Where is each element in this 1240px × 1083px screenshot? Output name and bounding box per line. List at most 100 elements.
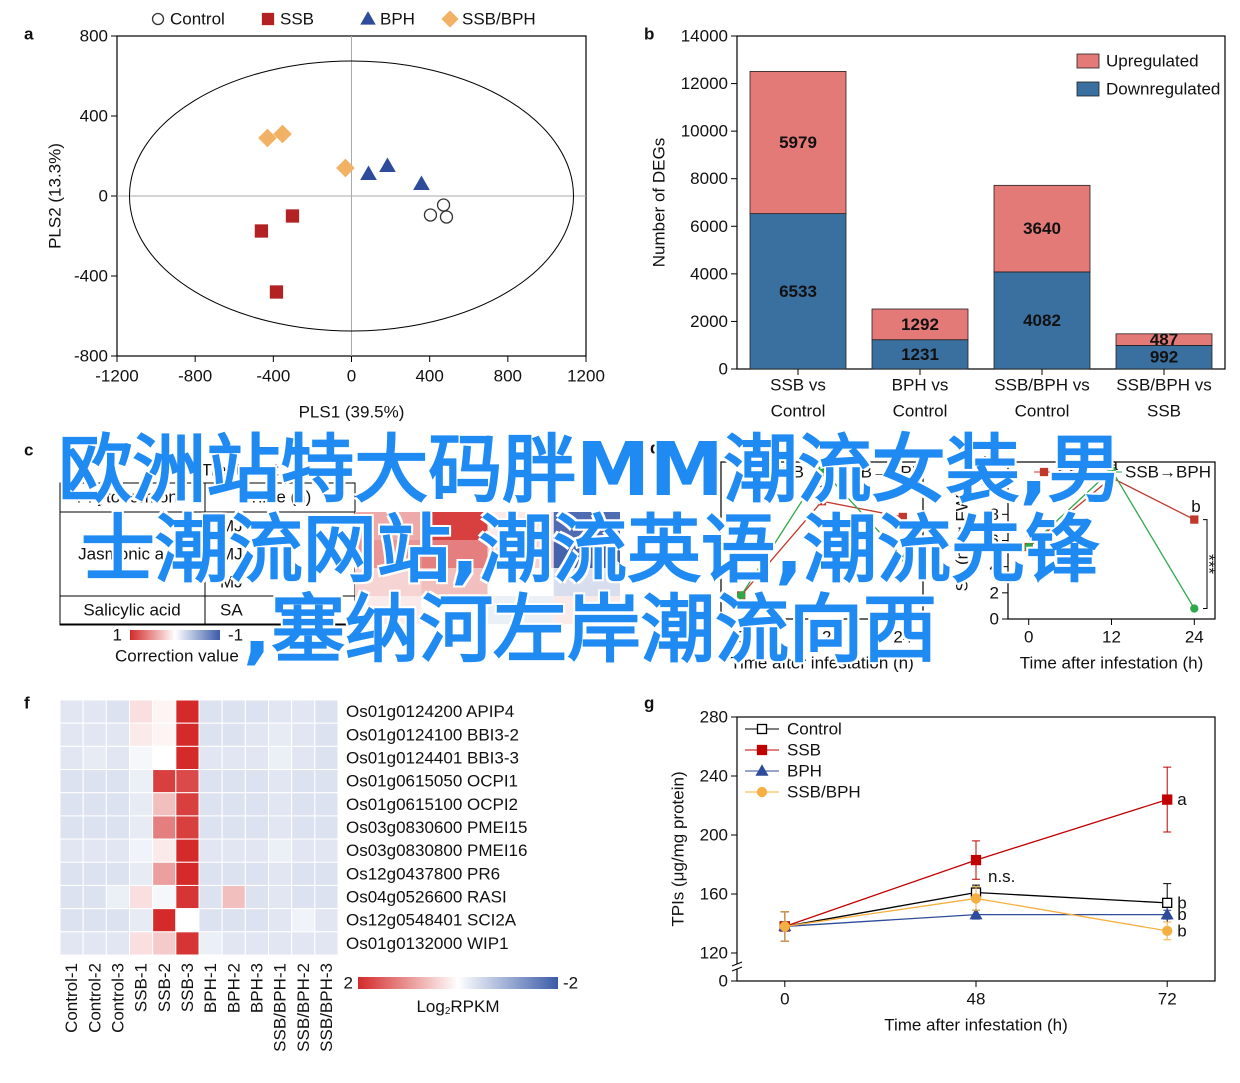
marker xyxy=(970,854,982,866)
heat-cell xyxy=(152,792,177,817)
y-axis-label: TPIs (μg/mg protein) xyxy=(669,771,688,926)
heat-cell xyxy=(291,908,316,933)
table-group: Jasmonic acid xyxy=(78,545,186,564)
y-tick-label: 0 xyxy=(990,610,999,629)
heat-cell xyxy=(291,838,316,863)
heat-cell xyxy=(553,540,620,568)
bar-value-label: 5979 xyxy=(779,133,817,152)
point-label: a xyxy=(819,479,829,498)
heat-cell xyxy=(59,815,84,840)
bar-value-label: 3640 xyxy=(1023,219,1061,238)
heat-cell xyxy=(105,815,131,840)
heat-cell xyxy=(82,884,107,910)
x-tick-label: -400 xyxy=(256,367,290,386)
heat-cell xyxy=(82,861,107,886)
heat-cell xyxy=(82,745,107,771)
y-tick-label: 4000 xyxy=(690,264,728,283)
heat-cell xyxy=(244,908,269,933)
legend-marker xyxy=(151,12,165,26)
heat-cell xyxy=(221,861,246,886)
heat-cell xyxy=(82,931,107,956)
legend-marker xyxy=(820,467,830,477)
y-tick-label: 12 xyxy=(980,453,999,472)
heat-cell xyxy=(314,884,339,910)
heat-cell xyxy=(268,722,293,747)
colorbar-tick-label: 2 xyxy=(344,974,353,993)
x-axis-label: Time after infestation (h) xyxy=(730,654,914,673)
heat-cell xyxy=(105,699,131,724)
heat-cell xyxy=(198,908,223,933)
point-label: a xyxy=(1109,455,1119,474)
row-label: Os12g0437800 PR6 xyxy=(346,864,500,883)
annotation: n.s. xyxy=(988,867,1015,886)
y-tick-label: 0 xyxy=(99,187,108,206)
x-tick-label: 24 xyxy=(893,628,912,647)
heat-cell xyxy=(105,792,131,817)
colorbar-label-part: 2 xyxy=(445,1006,451,1017)
heat-cell xyxy=(314,769,339,794)
heat-cell xyxy=(152,745,177,771)
point-label: b xyxy=(1177,921,1186,940)
heat-cell xyxy=(105,769,131,794)
marker xyxy=(737,591,746,600)
heat-cell xyxy=(129,861,154,886)
heat-cell xyxy=(175,722,200,747)
panel-label: g xyxy=(644,694,654,713)
panel-label: d xyxy=(650,439,660,458)
heat-cell xyxy=(59,745,84,771)
legend-marker xyxy=(1039,467,1049,477)
heat-cell xyxy=(152,722,177,747)
heat-cell xyxy=(244,792,269,817)
row-label: Os01g0615050 OCPI1 xyxy=(346,772,518,791)
legend-label: BPH xyxy=(380,10,415,29)
heat-cell xyxy=(82,838,107,863)
y-tick-label: -800 xyxy=(74,347,108,366)
y-tick-label: 240 xyxy=(700,767,728,786)
column-label: SSB-1 xyxy=(132,963,151,1012)
y-tick-label: 8 xyxy=(990,505,999,524)
y-tick-label: 10 xyxy=(980,479,999,498)
heat-cell xyxy=(221,769,246,794)
heat-cell xyxy=(175,908,200,933)
heat-cell xyxy=(175,884,200,910)
heat-cell xyxy=(175,931,200,956)
row-label: Os12g0548401 SCI2A xyxy=(346,911,517,930)
heat-cell xyxy=(291,769,316,794)
bar-value-label: 1231 xyxy=(901,345,939,364)
panel-label: f xyxy=(24,694,30,713)
legend-marker xyxy=(360,11,376,25)
y-tick-label: 160 xyxy=(700,885,728,904)
heat-cell xyxy=(59,931,84,956)
row-label: Os03g0830800 PMEI16 xyxy=(346,841,527,860)
marker xyxy=(439,210,454,224)
marker xyxy=(379,157,396,173)
heat-cell xyxy=(221,884,246,910)
colorbar-label: Correction value xyxy=(115,647,239,666)
marker xyxy=(269,285,284,299)
bar-segment xyxy=(993,184,1091,273)
marker xyxy=(779,921,790,932)
x-tick-label: 0 xyxy=(1024,628,1033,647)
heat-cell xyxy=(221,815,246,840)
column-label: SSB/BPH-1 xyxy=(271,963,290,1052)
bar-segment xyxy=(993,271,1091,370)
marker xyxy=(1162,925,1173,937)
y-tick-label: 120 xyxy=(700,944,728,963)
marker xyxy=(1024,542,1033,552)
marker xyxy=(423,208,438,222)
colorbar-tick-label: -2 xyxy=(563,974,578,993)
heat-cell xyxy=(244,769,269,794)
y-tick-label: -400 xyxy=(74,267,108,286)
bar-value-label: 487 xyxy=(1150,330,1178,349)
table-cell: MJ xyxy=(220,517,243,536)
heat-cell xyxy=(129,745,154,771)
heat-cell xyxy=(421,540,488,568)
heat-cell xyxy=(244,838,269,863)
column-label: Control-2 xyxy=(85,963,104,1033)
heat-cell xyxy=(314,792,339,817)
confidence-ellipse xyxy=(129,60,574,332)
row-label: Os01g0615100 OCPI2 xyxy=(346,795,518,814)
heat-cell xyxy=(268,815,293,840)
heat-cell xyxy=(244,884,269,910)
legend-marker xyxy=(756,723,768,735)
